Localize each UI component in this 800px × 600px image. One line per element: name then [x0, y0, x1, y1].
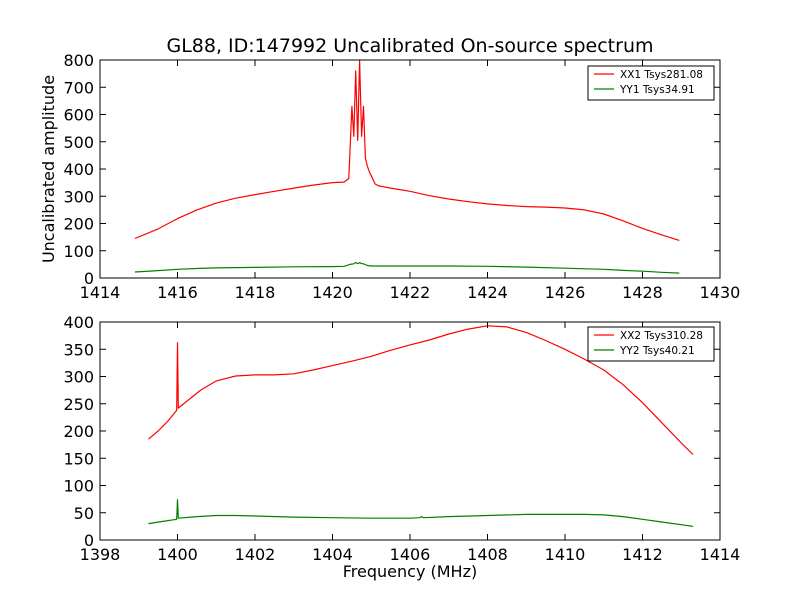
- bottom-y-tick-label: 0: [84, 531, 94, 550]
- bottom-x-tick-label: 1398: [80, 545, 121, 564]
- top-chart-title: GL88, ID:147992 Uncalibrated On-source s…: [166, 35, 653, 57]
- top-plot: 1414 1416 1418 1420 1422 1424 1426 1428 1430 0 100…: [39, 35, 740, 302]
- bottom-x-tick-label: 1412: [622, 545, 663, 564]
- top-series-line-yy1: [134, 261, 680, 274]
- top-x-tick-label: 1428: [622, 283, 663, 302]
- bottom-x-tick-label: 1400: [157, 545, 198, 564]
- bottom-y-tick-label: 100: [63, 477, 94, 496]
- top-x-tick-label: 1416: [157, 283, 198, 302]
- bottom-x-tick-label: 1408: [467, 545, 508, 564]
- top-x-tick-label: 1424: [467, 283, 508, 302]
- bottom-legend-box: [587, 326, 715, 362]
- top-y-axis-label: Uncalibrated amplitude: [39, 75, 58, 263]
- bottom-x-tick-label: 1402: [235, 545, 276, 564]
- bottom-y-tick-label: 350: [63, 340, 94, 359]
- top-y-tick-label: 600: [63, 106, 94, 125]
- top-x-tick-label: 1422: [390, 283, 431, 302]
- top-series-line-xx1: [134, 60, 680, 241]
- bottom-y-tick-label: 50: [74, 504, 94, 523]
- top-series-group: [134, 60, 680, 274]
- bottom-legend-label-xx2: XX2 Tsys310.28: [620, 330, 703, 342]
- bottom-legend-label-yy2: YY2 Tsys40.21: [619, 345, 695, 357]
- top-y-tick-label: 500: [63, 133, 94, 152]
- bottom-series-group: [148, 325, 694, 527]
- top-x-tick-label: 1426: [545, 283, 586, 302]
- top-x-tick-label: 1420: [312, 283, 353, 302]
- top-legend-label-yy1: YY1 Tsys34.91: [619, 84, 695, 96]
- top-y-tick-label: 700: [63, 78, 94, 97]
- bottom-y-tick-label: 400: [63, 313, 94, 332]
- bottom-x-tick-label: 1414: [700, 545, 741, 564]
- bottom-y-tick-label: 150: [63, 449, 94, 468]
- bottom-x-tick-label: 1410: [545, 545, 586, 564]
- bottom-ticks-group: 1398 1400 1402 1404 1406 1408 1410 1412 1414 0 50 1…: [63, 313, 740, 564]
- top-y-tick-label: 0: [84, 269, 94, 288]
- bottom-y-tick-label: 200: [63, 422, 94, 441]
- top-legend-box: [587, 65, 715, 101]
- top-y-tick-label: 400: [63, 160, 94, 179]
- bottom-x-axis-label: Frequency (MHz): [343, 562, 477, 581]
- top-x-tick-label: 1418: [235, 283, 276, 302]
- top-y-tick-label: 800: [63, 51, 94, 70]
- bottom-series-line-yy2: [148, 499, 693, 527]
- bottom-y-tick-label: 250: [63, 395, 94, 414]
- top-y-tick-label: 200: [63, 215, 94, 234]
- top-x-tick-label: 1414: [80, 283, 121, 302]
- bottom-x-tick-label: 1406: [390, 545, 431, 564]
- top-y-tick-label: 300: [63, 187, 94, 206]
- top-ticks-group: 1414 1416 1418 1420 1422 1424 1426 1428 1430 0 100…: [63, 51, 740, 302]
- top-x-tick-label: 1430: [700, 283, 741, 302]
- bottom-y-tick-label: 300: [63, 368, 94, 387]
- top-legend-label-xx1: XX1 Tsys281.08: [620, 69, 703, 81]
- bottom-plot: 1398 1400 1402 1404 1406 1408 1410 1412 1414 0 50 1…: [63, 313, 740, 581]
- bottom-x-tick-label: 1404: [312, 545, 353, 564]
- bottom-series-line-xx2: [148, 325, 694, 455]
- top-legend: XX1 Tsys281.08 YY1 Tsys34.91: [587, 65, 715, 101]
- top-y-tick-label: 100: [63, 242, 94, 261]
- bottom-legend: XX2 Tsys310.28 YY2 Tsys40.21: [587, 326, 715, 362]
